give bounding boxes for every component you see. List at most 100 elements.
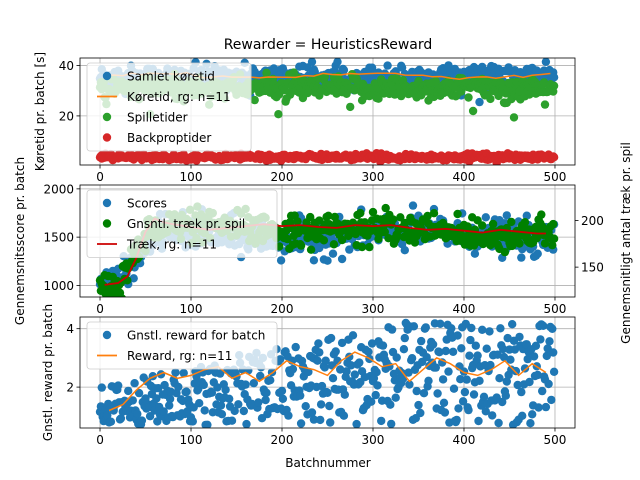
point-gnsntl-traek <box>400 218 409 228</box>
point-gnstl-reward <box>525 377 534 387</box>
y-axis-label-right: Gennemsnitligt antal træk pr. spil <box>619 142 633 344</box>
point-samlet-koretid <box>397 63 407 72</box>
point-gnstl-reward <box>261 395 270 405</box>
point-gnsntl-traek <box>423 211 432 221</box>
point-gnstl-reward <box>518 411 527 420</box>
legend-marker <box>102 112 112 122</box>
point-gnstl-reward <box>241 380 250 389</box>
point-gnstl-reward <box>458 397 468 406</box>
point-gnstl-reward <box>452 415 461 425</box>
point-gnstl-reward <box>296 419 306 428</box>
point-scores <box>533 249 542 258</box>
point-gnstl-reward <box>350 370 359 379</box>
point-gnstl-reward <box>337 338 347 348</box>
point-gnstl-reward <box>528 410 537 419</box>
point-gnstl-reward <box>496 324 505 333</box>
x-tick-label: 300 <box>362 302 385 316</box>
point-scores <box>408 201 418 210</box>
point-gnstl-reward <box>466 335 475 345</box>
point-gnstl-reward <box>499 352 509 362</box>
point-gnstl-reward <box>316 415 325 425</box>
point-gnstl-reward <box>529 352 539 361</box>
point-gnsntl-traek <box>537 210 546 219</box>
point-gnstl-reward <box>165 401 174 410</box>
point-gnstl-reward <box>301 402 310 411</box>
point-scores <box>481 213 490 222</box>
point-gnstl-reward <box>482 344 491 353</box>
point-scores <box>400 246 409 255</box>
point-gnstl-reward <box>387 325 397 334</box>
point-gnstl-reward <box>508 320 517 329</box>
point-gnstl-reward <box>182 387 191 396</box>
y-tick-label: 4 <box>66 322 74 336</box>
point-gnstl-reward <box>315 348 324 357</box>
point-gnsntl-traek <box>296 241 306 250</box>
panel-score: 0 100 200 300 400 500100015002000150200Gennem… <box>13 142 633 344</box>
point-gnsntl-traek <box>532 234 541 243</box>
point-gnsntl-traek <box>515 239 524 248</box>
point-gnstl-reward <box>488 411 497 420</box>
point-gnstl-reward <box>533 370 542 380</box>
point-gnsntl-traek <box>396 213 405 222</box>
line-reward-rg <box>108 351 547 412</box>
point-gnstl-reward <box>421 323 430 332</box>
x-tick-label: 300 <box>362 433 385 447</box>
point-gnsntl-traek <box>319 236 329 245</box>
point-samlet-koretid <box>333 58 342 66</box>
point-gnstl-reward <box>216 401 226 410</box>
point-gnstl-reward <box>548 324 557 333</box>
point-gnstl-reward <box>486 360 495 370</box>
point-gnsntl-traek <box>117 294 126 297</box>
point-spilletider <box>346 102 355 112</box>
point-gnsntl-traek <box>283 234 292 244</box>
point-gnstl-reward <box>416 408 425 418</box>
point-gnstl-reward <box>254 398 263 407</box>
point-gnstl-reward <box>174 382 183 392</box>
point-gnstl-reward <box>377 416 386 426</box>
point-gnsntl-traek <box>429 209 439 218</box>
point-gnstl-reward <box>436 319 445 328</box>
point-scores <box>522 211 531 220</box>
point-gnstl-reward <box>407 354 417 363</box>
point-spilletider <box>262 68 271 78</box>
point-gnstl-reward <box>378 341 388 350</box>
point-gnstl-reward <box>526 419 535 428</box>
point-spilletider <box>464 93 473 102</box>
point-gnstl-reward <box>494 418 503 428</box>
point-gnstl-reward <box>433 389 442 398</box>
y-tick-label: 2000 <box>43 182 74 196</box>
plot-area <box>95 318 559 428</box>
x-tick-label: 200 <box>271 433 294 447</box>
point-gnsntl-traek <box>324 211 333 220</box>
point-gnstl-reward <box>288 364 298 374</box>
legend-label: Spilletider <box>127 111 188 125</box>
point-gnstl-reward <box>449 384 459 393</box>
point-gnsntl-traek <box>357 242 367 252</box>
point-gnstl-reward <box>392 353 401 362</box>
panel-reward: 0 100 200 300 400 500 2 4 Gnstl. reward pr. batc… <box>41 304 576 447</box>
point-gnstl-reward <box>124 386 133 396</box>
x-tick-label: 200 <box>271 170 294 184</box>
point-gnstl-reward <box>277 386 287 396</box>
point-gnstl-reward <box>114 381 123 390</box>
point-gnsntl-traek <box>356 208 365 218</box>
point-gnstl-reward <box>387 419 396 428</box>
point-gnstl-reward <box>431 363 440 372</box>
point-gnsntl-traek <box>520 218 530 227</box>
point-gnstl-reward <box>459 367 469 376</box>
point-gnstl-reward <box>502 377 511 386</box>
point-gnstl-reward <box>352 419 361 428</box>
point-gnstl-reward <box>313 356 322 365</box>
point-gnstl-reward <box>159 407 168 416</box>
legend-label: Backproptider <box>127 131 211 145</box>
legend-marker <box>102 198 112 208</box>
x-tick-label: 0 <box>96 302 104 316</box>
point-gnstl-reward <box>347 361 356 370</box>
y-tick-label-right: 150 <box>581 261 604 275</box>
point-gnstl-reward <box>249 379 258 388</box>
point-gnstl-reward <box>234 400 243 409</box>
x-tick-label: 400 <box>453 302 476 316</box>
point-gnstl-reward <box>227 416 237 425</box>
point-gnstl-reward <box>539 321 548 330</box>
